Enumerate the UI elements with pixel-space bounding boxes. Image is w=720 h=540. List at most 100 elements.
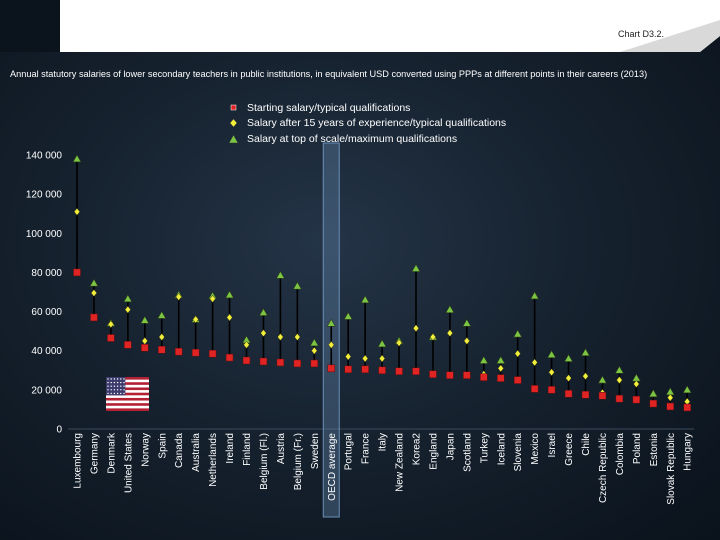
starting-salary-marker [564,390,573,398]
legend-label: Salary after 15 years of experience/typi… [247,117,507,130]
after15-salary-marker [548,368,555,377]
after15-salary-marker [531,358,538,367]
us-flag-star [123,381,125,384]
starting-salary-marker [513,376,522,384]
after15-salary-marker [395,338,403,347]
x-category-label: Canada [174,433,185,468]
after15-salary-marker [582,372,589,381]
x-category-label: Chile [581,433,592,456]
top-salary-marker [580,348,591,356]
top-salary-marker [309,338,319,347]
x-category-label: Greece [564,433,575,466]
starting-salary-marker [683,403,691,412]
top-salary-marker [530,291,540,300]
us-flag-star [116,385,119,387]
after15-salary-marker [446,329,454,338]
x-category-label: Netherlands [208,433,219,487]
us-flag-star [107,389,109,391]
starting-salary-marker [480,373,488,381]
after15-salary-marker [378,354,386,363]
top-salary-marker [496,355,506,364]
starting-salary-marker [530,385,539,393]
starting-salary-marker [446,371,454,379]
x-category-label: Hungary [683,433,694,471]
legend-label: Salary at top of scale/maximum qualifica… [247,132,458,145]
legend-item-top: Salary at top of scale/maximum qualifica… [228,131,506,147]
us-flag-star [107,385,109,387]
starting-salary-marker [208,349,217,358]
x-category-label: Japan [445,433,456,460]
page-title: New lower secondary teachers with the ty… [68,0,579,49]
legend-item-after15: Salary after 15 years of experience/typi… [228,116,506,132]
after15-salary-marker [158,333,165,341]
us-flag-canton [106,377,126,396]
after15-salary-marker [463,337,470,345]
top-salary-marker [360,295,370,304]
starting-salary-marker [497,374,505,382]
after15-salary-marker [277,333,284,341]
top-salary-marker [462,318,472,327]
x-category-label: Germany [89,433,100,474]
starting-salary-marker [463,371,471,379]
after15-salary-marker [667,393,674,402]
after15-salary-marker [226,313,233,322]
y-tick-label: 60 000 [31,307,62,318]
after15-salary-marker [141,337,148,345]
x-category-label: Finland [242,433,253,466]
us-flag-stripe [106,382,149,385]
top-salary-marker [547,350,557,358]
top-salary-marker [343,311,353,320]
us-flag-star [113,381,116,384]
top-salary-marker [682,385,692,394]
top-salary-marker [614,365,624,374]
top-salary-marker [665,387,675,396]
after15-salary-marker [633,380,640,388]
top-salary-marker [89,278,99,287]
legend-label: Starting salary/typical qualifications [247,101,411,114]
x-category-label: Czech Republic [598,433,609,503]
us-flag-star [110,378,112,380]
top-salary-marker [631,373,641,382]
x-category-label: Portugal [344,433,355,470]
us-flag-star [113,378,116,380]
us-flag-stripe [106,403,149,406]
starting-salary-marker [259,357,268,366]
x-category-label: Belgium (Fr.) [293,433,304,490]
starting-salary-marker [124,341,132,349]
starting-salary-marker [666,402,674,411]
y-tick-label: 40 000 [31,346,62,357]
us-flag-star [116,389,119,391]
top-salary-marker [225,290,235,299]
top-salary-marker [275,270,285,279]
x-category-label: England [428,433,439,470]
starting-salary-marker [378,366,386,375]
title-banner: New lower secondary teachers with the ty… [0,0,720,52]
top-salary-marker [258,307,268,316]
us-flag-stripe [106,392,149,396]
after15-salary-marker [345,352,352,361]
us-flag-star [123,378,125,380]
after15-salary-marker [328,340,335,349]
top-salary-marker [157,310,167,319]
legend-square-marker-icon [228,103,240,113]
after15-salary-marker [107,320,115,329]
x-category-label: Colombia [615,433,626,476]
chart-legend: Starting salary/typical qualifications S… [228,100,506,147]
us-flag-star [110,381,112,384]
x-category-label: OECD average [327,433,338,501]
x-category-label: Australia [191,433,202,472]
us-flag-star [107,381,109,384]
after15-salary-marker [192,315,199,324]
x-category-label: Slovak Republic [666,433,677,505]
after15-salary-marker [294,333,301,341]
starting-salary-marker [598,391,607,400]
x-category-label: Austria [276,433,287,465]
us-flag-stripe [106,397,149,401]
x-category-label: Sweden [310,433,321,469]
top-salary-marker [411,263,421,272]
title-banner-shape [0,0,720,52]
starting-salary-marker [615,394,624,403]
us-flag-stripe [106,377,149,380]
top-salary-marker [513,329,523,338]
starting-salary-marker [73,268,81,277]
